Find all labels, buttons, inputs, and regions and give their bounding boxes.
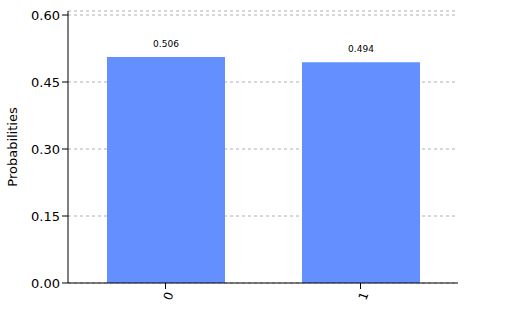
svg-text:1: 1: [356, 290, 372, 302]
svg-text:0.506: 0.506: [153, 39, 179, 49]
svg-text:0.60: 0.60: [31, 8, 60, 23]
svg-text:0: 0: [161, 290, 177, 302]
svg-text:0.494: 0.494: [348, 44, 374, 54]
svg-text:Probabilities: Probabilities: [8, 107, 20, 187]
svg-text:0.15: 0.15: [31, 209, 60, 224]
svg-text:0.45: 0.45: [31, 75, 60, 90]
svg-text:0.00: 0.00: [31, 276, 60, 291]
svg-text:0.30: 0.30: [31, 142, 60, 157]
